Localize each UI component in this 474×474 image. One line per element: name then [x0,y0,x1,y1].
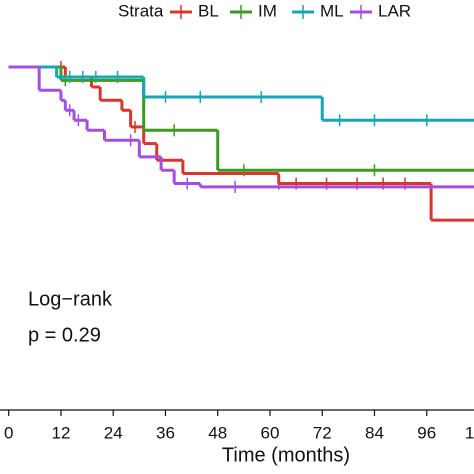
x-tick-label: 108 [465,423,474,442]
x-axis-label: Time (months) [222,444,350,466]
legend-label: LAR [378,1,411,20]
legend-label: BL [198,1,219,20]
x-tick-label: 60 [261,423,280,442]
x-tick-label: 12 [51,423,70,442]
legend-label: IM [258,1,277,20]
legend-label: ML [320,1,344,20]
annotation: p = 0.29 [28,324,101,346]
x-tick-label: 24 [104,423,123,442]
x-tick-label: 36 [156,423,175,442]
annotation: Log−rank [28,288,113,310]
x-tick-label: 48 [208,423,227,442]
legend-title: Strata [118,1,164,20]
x-tick-label: 84 [365,423,384,442]
x-tick-label: 0 [4,423,13,442]
x-tick-label: 72 [313,423,332,442]
x-tick-label: 96 [417,423,436,442]
